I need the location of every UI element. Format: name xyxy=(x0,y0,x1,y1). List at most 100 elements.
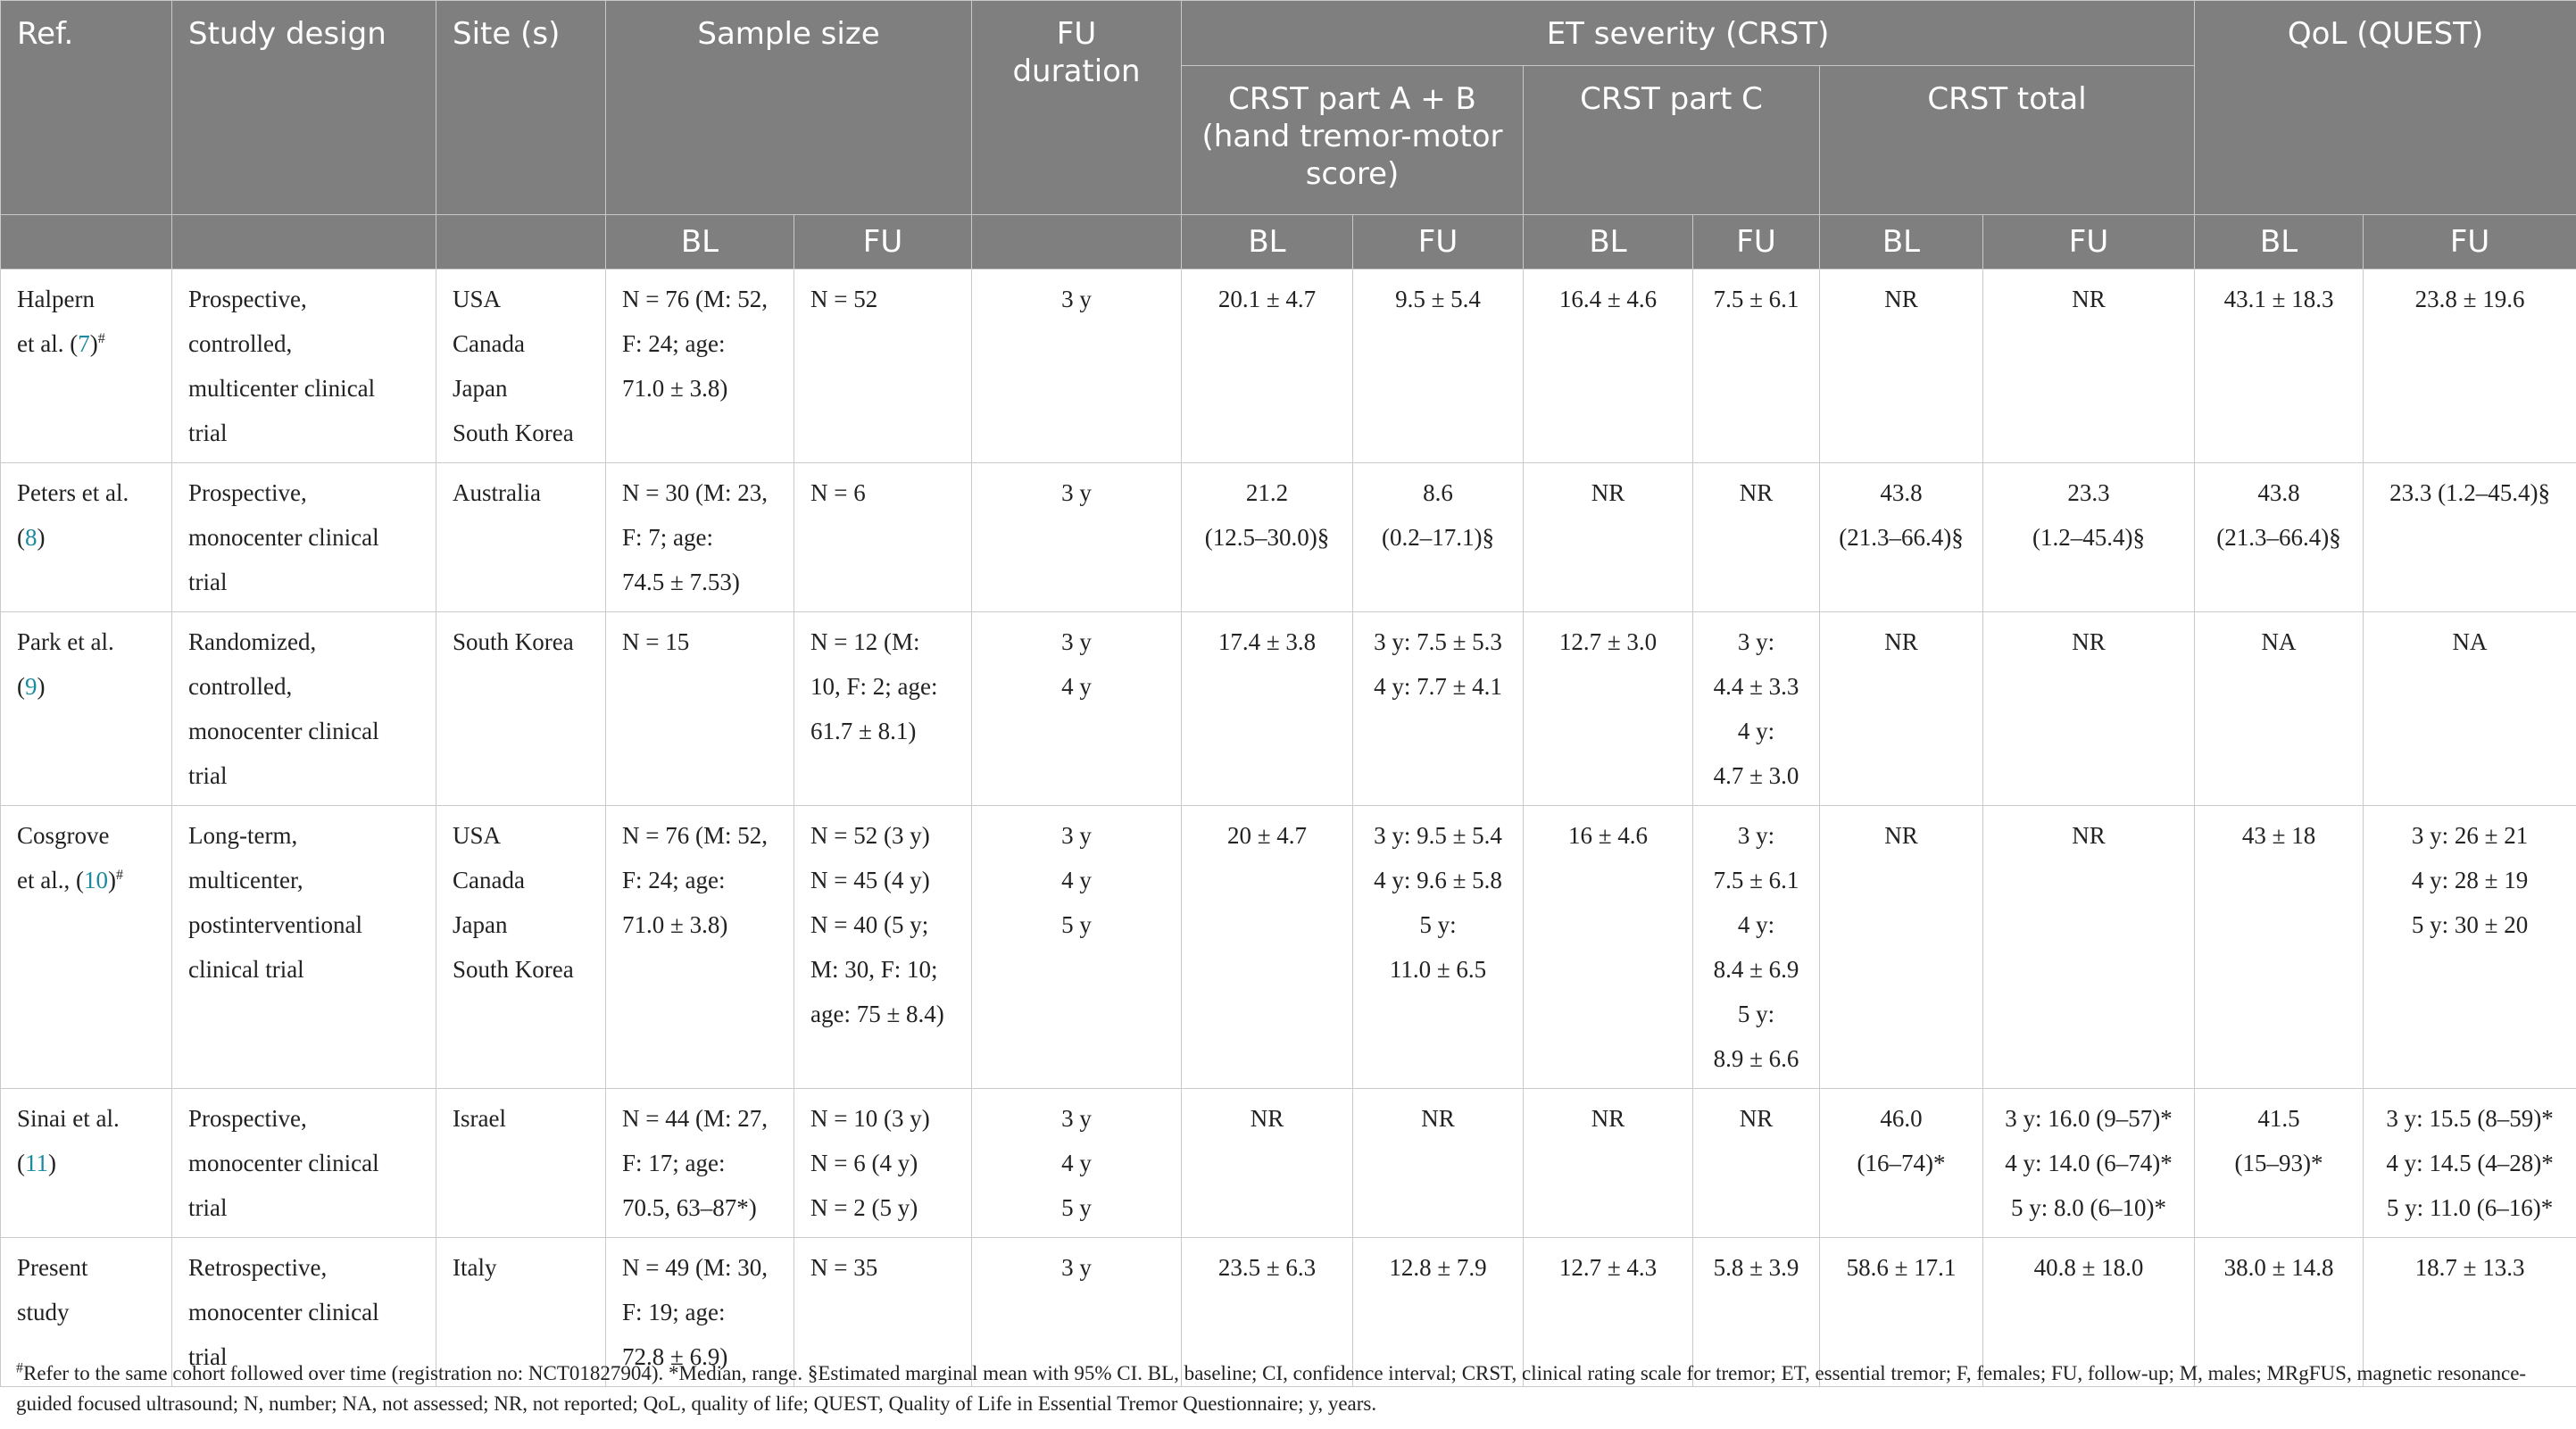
cell-line: N = 6 (4 y) xyxy=(810,1150,918,1176)
cell-line: 7.5 ± 6.1 xyxy=(1713,867,1799,893)
cell-line: 46.0 xyxy=(1880,1105,1923,1132)
ref-author: Present xyxy=(17,1254,88,1281)
cell-line: (21.3–66.4)§ xyxy=(1839,524,1964,551)
cell-sites: USA Canada Japan South Korea xyxy=(436,805,606,1089)
ref-author: Halpern xyxy=(17,286,95,312)
cell-line: Italy xyxy=(453,1254,497,1281)
cell-line: 3 y xyxy=(1061,822,1092,849)
cell-line: 10, F: 2; age: xyxy=(810,673,938,700)
cell-line: 17.4 ± 3.8 xyxy=(1217,628,1317,655)
cell-line: 3 y xyxy=(1061,1254,1092,1281)
cell-line: NR xyxy=(1884,628,1918,655)
header-crst-ab: CRST part A + B (hand tremor-motor score… xyxy=(1181,65,1524,215)
cell-line: NA xyxy=(2261,628,2297,655)
ref-author: Sinai et al. xyxy=(17,1105,120,1132)
cell-crst-ab-bl: 17.4 ± 3.8 xyxy=(1181,611,1353,806)
cell-study-design: Randomized, controlled, monocenter clinica… xyxy=(171,611,436,806)
cell-line: 4 y: 14.0 (6–74)* xyxy=(2005,1150,2173,1176)
cell-line: USA xyxy=(453,822,502,849)
header-crst-total: CRST total xyxy=(1818,65,2196,215)
cell-line: 4 y: 28 ± 19 xyxy=(2411,867,2529,893)
cell-line: 23.8 ± 19.6 xyxy=(2414,286,2525,312)
cell-line: N = 52 (3 y) xyxy=(810,822,930,849)
cell-line: 8.9 ± 6.6 xyxy=(1713,1045,1799,1072)
cell-line: 43 ± 18 xyxy=(2241,822,2316,849)
cell-line: 74.5 ± 7.53) xyxy=(622,569,740,595)
studies-table: Ref. Study design Site (s) Sample size F… xyxy=(0,0,2576,1387)
cell-crst-total-fu: NR xyxy=(1982,805,2196,1089)
cell-sample-bl: N = 76 (M: 52, F: 24; age: 71.0 ± 3.8) xyxy=(605,805,794,1089)
reference-link[interactable]: 9 xyxy=(25,673,37,700)
cell-line: monocenter clinical xyxy=(188,1150,379,1176)
reference-link[interactable]: 11 xyxy=(25,1150,48,1176)
cell-line: N = 2 (5 y) xyxy=(810,1194,918,1221)
header-study-design: Study design xyxy=(171,0,436,215)
cell-line: 71.0 ± 3.8) xyxy=(622,911,728,938)
cell-line: 8.6 xyxy=(1423,479,1453,506)
cell-line: 4 y: 9.6 ± 5.8 xyxy=(1374,867,1502,893)
cell-crst-c-fu: 3 y: 7.5 ± 6.1 4 y: 8.4 ± 6.9 5 y: 8.9 ± 6.6 xyxy=(1692,805,1820,1089)
cell-line: South Korea xyxy=(453,956,574,983)
cell-line: 3 y xyxy=(1061,628,1092,655)
cell-line: NR xyxy=(1739,479,1774,506)
header-crst-c: CRST part C xyxy=(1523,65,1820,215)
cell-line: NR xyxy=(2072,822,2106,849)
cell-qol-bl: 43 ± 18 xyxy=(2194,805,2364,1089)
header-sample-size: Sample size xyxy=(605,0,972,215)
cell-crst-total-fu: 3 y: 16.0 (9–57)* 4 y: 14.0 (6–74)* 5 y: 8… xyxy=(1982,1088,2196,1238)
header-et-severity: ET severity (CRST) xyxy=(1180,0,2196,66)
cell-fu-duration: 3 y xyxy=(971,1237,1182,1387)
cell-crst-total-bl: NR xyxy=(1819,805,1983,1089)
reference-link[interactable]: 7 xyxy=(78,330,90,357)
cell-line: 41.5 xyxy=(2257,1105,2300,1132)
cell-line: 71.0 ± 3.8) xyxy=(622,375,728,402)
cell-crst-c-fu: 3 y: 4.4 ± 3.3 4 y: 4.7 ± 3.0 xyxy=(1692,611,1820,806)
ref-suffix: ) xyxy=(107,867,116,893)
cell-crst-total-fu: 23.3 (1.2–45.4)§ xyxy=(1982,462,2196,612)
cell-crst-c-fu: NR xyxy=(1692,1088,1820,1238)
header-empty xyxy=(436,214,606,270)
cell-line: (0.2–17.1)§ xyxy=(1382,524,1494,551)
cell-line: Randomized, xyxy=(188,628,317,655)
header-c-fu: FU xyxy=(1692,214,1820,270)
header-ss-fu: FU xyxy=(794,214,972,270)
ref-prefix: ( xyxy=(17,1150,25,1176)
cell-study-design: Retrospective, monocenter clinical trial xyxy=(171,1237,436,1387)
cell-sample-bl: N = 76 (M: 52, F: 24; age: 71.0 ± 3.8) xyxy=(605,269,794,463)
header-ab-fu: FU xyxy=(1352,214,1524,270)
cell-line: F: 19; age: xyxy=(622,1299,726,1325)
cell-line: trial xyxy=(188,420,228,446)
cell-line: Australia xyxy=(453,479,541,506)
cell-line: F: 7; age: xyxy=(622,524,713,551)
cell-line: N = 30 (M: 23, xyxy=(622,479,768,506)
cell-line: 23.3 (1.2–45.4)§ xyxy=(2389,479,2551,506)
cell-ref: Peters et al. (8) xyxy=(0,462,172,612)
cell-qol-bl: 41.5 (15–93)* xyxy=(2194,1088,2364,1238)
cell-line: NR xyxy=(1884,822,1918,849)
cell-line: multicenter clinical xyxy=(188,375,376,402)
cell-ref: Halpern et al. (7)# xyxy=(0,269,172,463)
table-header: Ref. Study design Site (s) Sample size F… xyxy=(0,0,2576,270)
cell-line: N = 12 (M: xyxy=(810,628,920,655)
cell-line: 23.5 ± 6.3 xyxy=(1217,1254,1317,1281)
cell-qol-fu: 23.3 (1.2–45.4)§ xyxy=(2363,462,2576,612)
cell-fu-duration: 3 y 4 y 5 y xyxy=(971,805,1182,1089)
cell-line: (1.2–45.4)§ xyxy=(2032,524,2146,551)
reference-link[interactable]: 10 xyxy=(83,867,108,893)
cell-line: 3 y: 7.5 ± 5.3 xyxy=(1374,628,1502,655)
cell-line: N = 6 xyxy=(810,479,866,506)
cell-line: controlled, xyxy=(188,673,293,700)
cell-ref: Cosgrove et al., (10)# xyxy=(0,805,172,1089)
cell-sample-fu: N = 52 (3 y) N = 45 (4 y) N = 40 (5 y; M: 3… xyxy=(794,805,972,1089)
cell-crst-ab-fu: NR xyxy=(1352,1088,1524,1238)
reference-link[interactable]: 8 xyxy=(25,524,37,551)
header-empty xyxy=(0,214,172,270)
cell-crst-ab-fu: 12.8 ± 7.9 xyxy=(1352,1237,1524,1387)
cell-line: N = 15 xyxy=(622,628,690,655)
cell-fu-duration: 3 y 4 y xyxy=(971,611,1182,806)
cell-line: 16 ± 4.6 xyxy=(1567,822,1649,849)
cell-line: (12.5–30.0)§ xyxy=(1204,524,1330,551)
cell-sample-fu: N = 12 (M: 10, F: 2; age: 61.7 ± 8.1) xyxy=(794,611,972,806)
cell-line: (21.3–66.4)§ xyxy=(2216,524,2341,551)
cell-ref: Sinai et al. (11) xyxy=(0,1088,172,1238)
